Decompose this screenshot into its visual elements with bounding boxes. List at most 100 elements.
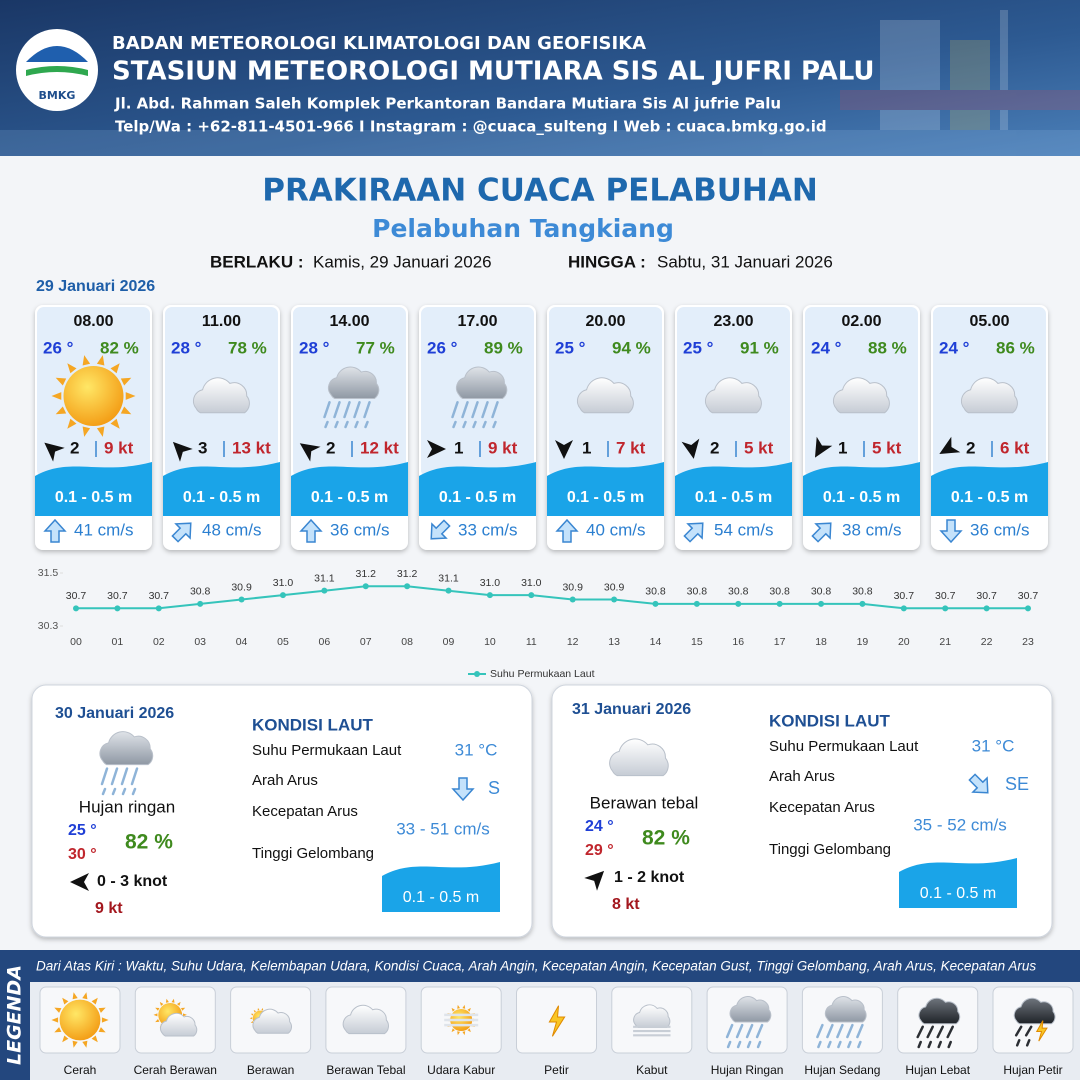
wave-area	[35, 462, 152, 516]
sun-ray	[54, 1007, 62, 1013]
daily-panel: 30 Januari 2026 Hujan ringan 25 ° 30 ° 82 % 0…	[31, 684, 533, 938]
rain-drop	[756, 1040, 762, 1049]
wave-area	[899, 858, 1017, 908]
weather-icon	[609, 738, 669, 777]
sun-ray	[82, 992, 88, 1000]
slot-gust: 13 kt	[232, 438, 271, 457]
sun-ray	[249, 1017, 253, 1020]
x-tick-label: 02	[153, 636, 165, 648]
sun-ray	[91, 1035, 98, 1043]
slot-gust: 9 kt	[488, 438, 518, 457]
cloud-icon	[192, 377, 250, 414]
agency-name: BADAN METEOROLOGI KLIMATOLOGI DAN GEOFIS…	[112, 33, 646, 54]
cloud-shape	[99, 731, 154, 766]
sst-point	[735, 600, 742, 607]
rain-drop	[856, 1023, 864, 1039]
rain-drop	[827, 1040, 832, 1049]
sst-point	[611, 596, 618, 603]
legend-item: Hujan Petir	[992, 986, 1074, 1077]
cloud-shape	[704, 377, 762, 414]
x-tick-label: 04	[236, 636, 248, 648]
cloud-icon	[824, 996, 867, 1023]
sun-ray	[250, 1021, 254, 1023]
page-subtitle: Pelabuhan Tangkiang	[372, 214, 674, 243]
sst-point	[818, 600, 825, 607]
rain-drop	[344, 420, 349, 429]
cloud-icon	[1013, 997, 1056, 1025]
weather-icon	[832, 377, 890, 414]
x-tick-label: 20	[898, 636, 910, 648]
rain-drop	[461, 401, 469, 419]
sea-heading: KONDISI LAUT	[252, 715, 374, 734]
sun-ray	[451, 1028, 455, 1033]
legend-item-label: Hujan Lebat	[905, 1063, 970, 1077]
sun-ray	[62, 997, 69, 1005]
sea-temperature: 31 °C	[455, 740, 498, 759]
sun-ray	[51, 392, 62, 400]
header-band	[0, 0, 1080, 156]
forecast-card: 08.00 26 ° 82 % 2 9 kt 0.1 - 0.5 m 41 cm/s	[35, 305, 152, 550]
rain-drop	[817, 1040, 822, 1049]
sst-point	[279, 592, 286, 599]
legend-item: Cerah Berawan	[134, 986, 217, 1077]
sun-ray	[125, 392, 136, 400]
current-arrow	[811, 522, 832, 543]
sea-label: Tinggi Gelombang	[252, 845, 374, 862]
sun-ray	[96, 426, 105, 437]
sst-point	[859, 600, 866, 607]
slot-humidity: 88 %	[868, 338, 907, 357]
sst-value-label: 30.7	[894, 590, 915, 602]
legend-bar	[0, 950, 1080, 982]
sea-label: Arah Arus	[769, 768, 835, 785]
sun-ray	[177, 1001, 181, 1006]
slot-wind: 1	[454, 438, 463, 457]
weather-icon	[725, 996, 772, 1049]
rain-drop	[837, 1040, 842, 1049]
wave-area	[547, 462, 664, 516]
cloud-shape	[832, 377, 890, 414]
sst-point	[114, 605, 121, 612]
x-tick-label: 01	[112, 636, 124, 648]
sun-disc	[59, 999, 101, 1041]
forecast-date: 29 Januari 2026	[36, 278, 155, 295]
sun-ray	[467, 1007, 471, 1012]
wind-arrow	[555, 440, 573, 459]
logo-wave	[26, 66, 88, 76]
sun-ray	[98, 1027, 106, 1033]
slot-gust: 5 kt	[744, 438, 774, 457]
sst-point	[155, 605, 162, 612]
day-gust: 8 kt	[612, 896, 640, 913]
sea-current-speed: 33 - 51 cm/s	[396, 819, 490, 838]
valid-to: Sabtu, 31 Januari 2026	[657, 252, 833, 271]
sun-ray	[462, 1004, 466, 1009]
cloud-icon	[576, 377, 634, 414]
x-tick-label: 09	[443, 636, 455, 648]
rain-drop	[353, 401, 361, 419]
x-tick-label: 21	[939, 636, 951, 648]
forecast-card: 05.00 24 ° 86 % 2 6 kt 0.1 - 0.5 m 36 cm/s	[931, 305, 1048, 550]
sun-ray	[467, 1028, 471, 1033]
sst-value-label: 31.0	[521, 577, 542, 589]
sun-ray	[82, 355, 91, 366]
day-wind: 1 - 2 knot	[614, 869, 685, 886]
weather-icon	[1013, 997, 1056, 1047]
legend-description: Dari Atas Kiri : Waktu, Suhu Udara, Kele…	[36, 959, 1036, 974]
legend-item: Hujan Sedang	[801, 986, 883, 1077]
cloud-icon	[342, 1004, 389, 1035]
day-temp-max: 30 °	[68, 846, 97, 863]
weather-icon	[548, 1005, 566, 1037]
cloud-shape	[824, 996, 867, 1023]
rain-drop	[745, 1023, 754, 1039]
x-tick-label: 11	[526, 636, 537, 648]
slot-temperature: 24 °	[939, 338, 970, 357]
x-tick-label: 22	[981, 636, 993, 648]
sea-label: Suhu Permukaan Laut	[769, 738, 919, 755]
sst-value-label: 30.8	[811, 586, 832, 598]
legend-marker	[474, 671, 480, 677]
sun-ray	[153, 1013, 158, 1017]
slot-time: 14.00	[329, 313, 369, 330]
rain-drop	[492, 420, 497, 429]
rain-drop	[1014, 1025, 1023, 1037]
valid-from-label: BERLAKU :	[210, 252, 304, 271]
day-wind: 0 - 3 knot	[97, 873, 168, 890]
